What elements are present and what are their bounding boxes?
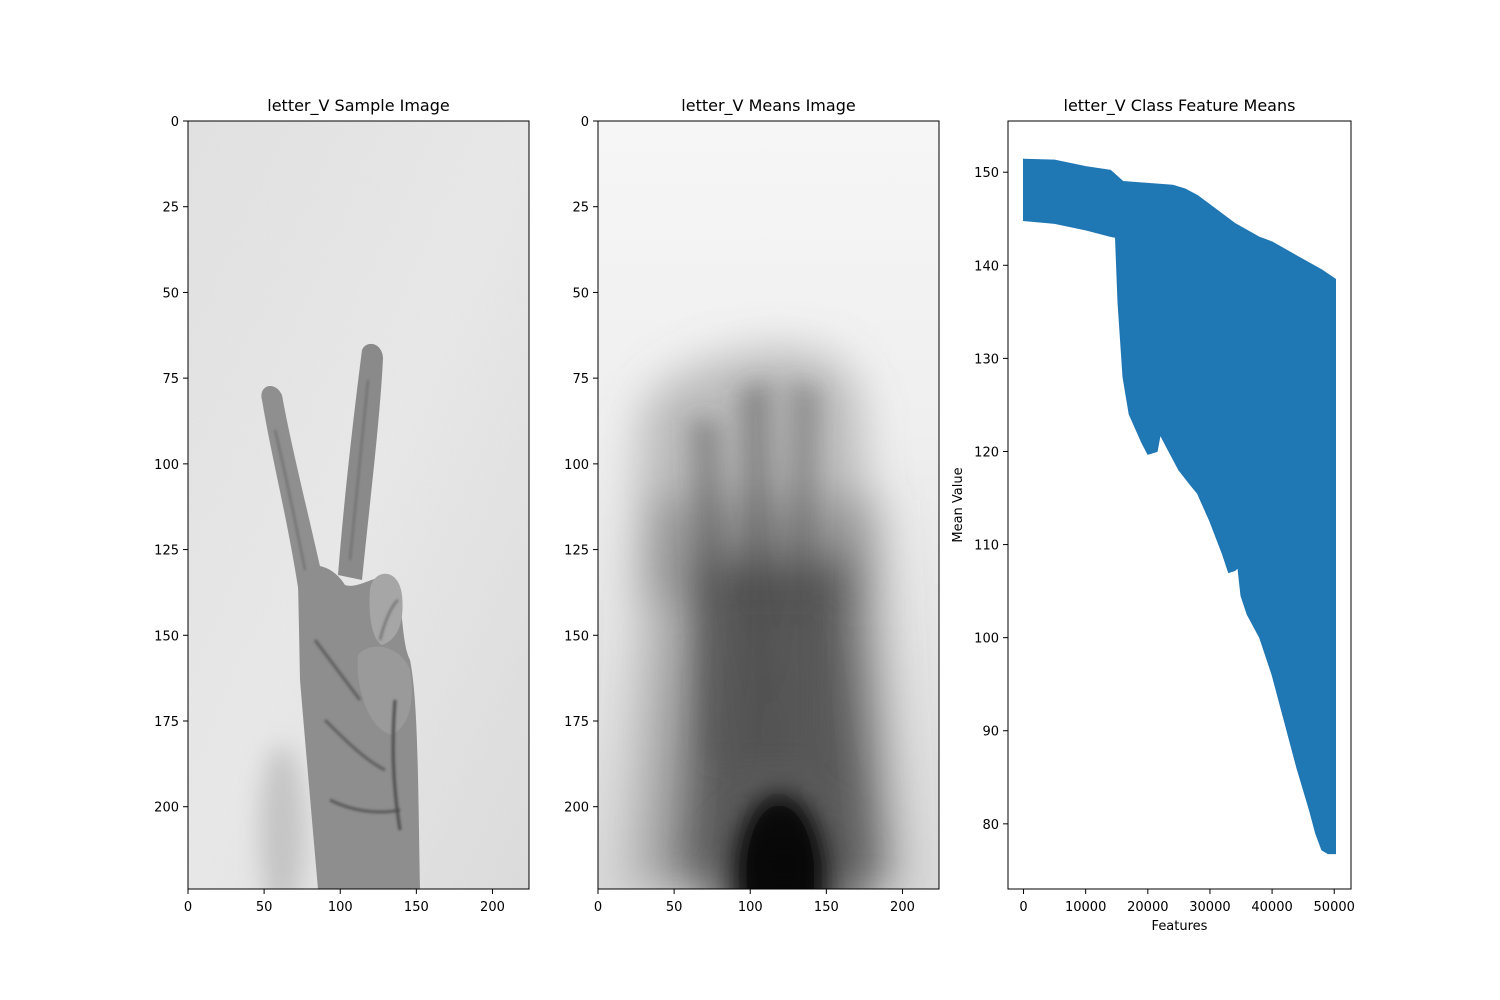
y-tick-label: 200 [154, 801, 179, 816]
x-tick-label: 10000 [1065, 900, 1106, 915]
means-image [598, 121, 939, 889]
y-tick-label: 140 [974, 259, 999, 274]
feature-means-band [1023, 158, 1336, 855]
panel-means-image: letter_V Means Image 0 50 100 150 200 0 25 50 7… [564, 96, 940, 915]
panel-title-means: letter_V Means Image [681, 96, 855, 116]
x-tick-label: 150 [814, 900, 839, 915]
x-tick-label: 0 [184, 900, 192, 915]
y-tick-label: 120 [974, 445, 999, 460]
y-tick-label: 150 [974, 166, 999, 181]
y-tick-label: 25 [572, 201, 589, 216]
y-tick-label: 150 [564, 629, 589, 644]
y-tick-label: 75 [572, 372, 589, 387]
y-tick-label: 100 [974, 632, 999, 647]
x-tick-label: 200 [890, 900, 915, 915]
x-tick-label: 30000 [1189, 900, 1230, 915]
x-tick-label: 50000 [1314, 900, 1355, 915]
y-tick-label: 150 [154, 629, 179, 644]
hand-shape [261, 343, 420, 889]
y-tick-label: 50 [572, 286, 589, 301]
x-tick-label: 200 [480, 900, 505, 915]
panel-feature-means: letter_V Class Feature Means 0 10000 20000… [951, 96, 1355, 934]
y-tick-label: 130 [974, 352, 999, 367]
y-axis-label: Mean Value [951, 467, 966, 542]
y-tick-label: 100 [564, 458, 589, 473]
y-tick-label: 125 [564, 544, 589, 559]
y-tick-label: 50 [162, 286, 179, 301]
y-tick-label: 175 [564, 715, 589, 730]
x-tick-label: 40000 [1251, 900, 1292, 915]
y-tick-label: 110 [974, 539, 999, 554]
x-axis-label: Features [1152, 919, 1208, 934]
y-tick-label: 90 [982, 725, 999, 740]
x-tick-label: 150 [404, 900, 429, 915]
y-tick-label: 100 [154, 458, 179, 473]
y-tick-label: 175 [154, 715, 179, 730]
chart-title: letter_V Class Feature Means [1064, 96, 1296, 116]
x-tick-label: 50 [256, 900, 273, 915]
y-tick-label: 0 [581, 115, 589, 130]
x-tick-label: 20000 [1127, 900, 1168, 915]
panel-title-sample: letter_V Sample Image [267, 96, 449, 116]
x-tick-label: 100 [738, 900, 763, 915]
sample-image [188, 121, 529, 889]
x-tick-label: 0 [1019, 900, 1027, 915]
x-tick-label: 0 [594, 900, 602, 915]
y-tick-label: 75 [162, 372, 179, 387]
y-tick-label: 25 [162, 201, 179, 216]
y-tick-label: 0 [171, 115, 179, 130]
y-tick-label: 200 [564, 801, 589, 816]
x-tick-label: 100 [328, 900, 353, 915]
y-tick-label: 125 [154, 544, 179, 559]
x-tick-label: 50 [666, 900, 683, 915]
plot-frame [1007, 120, 1352, 890]
y-tick-label: 80 [982, 818, 999, 833]
panel-sample-image: letter_V Sample Image [154, 96, 530, 915]
